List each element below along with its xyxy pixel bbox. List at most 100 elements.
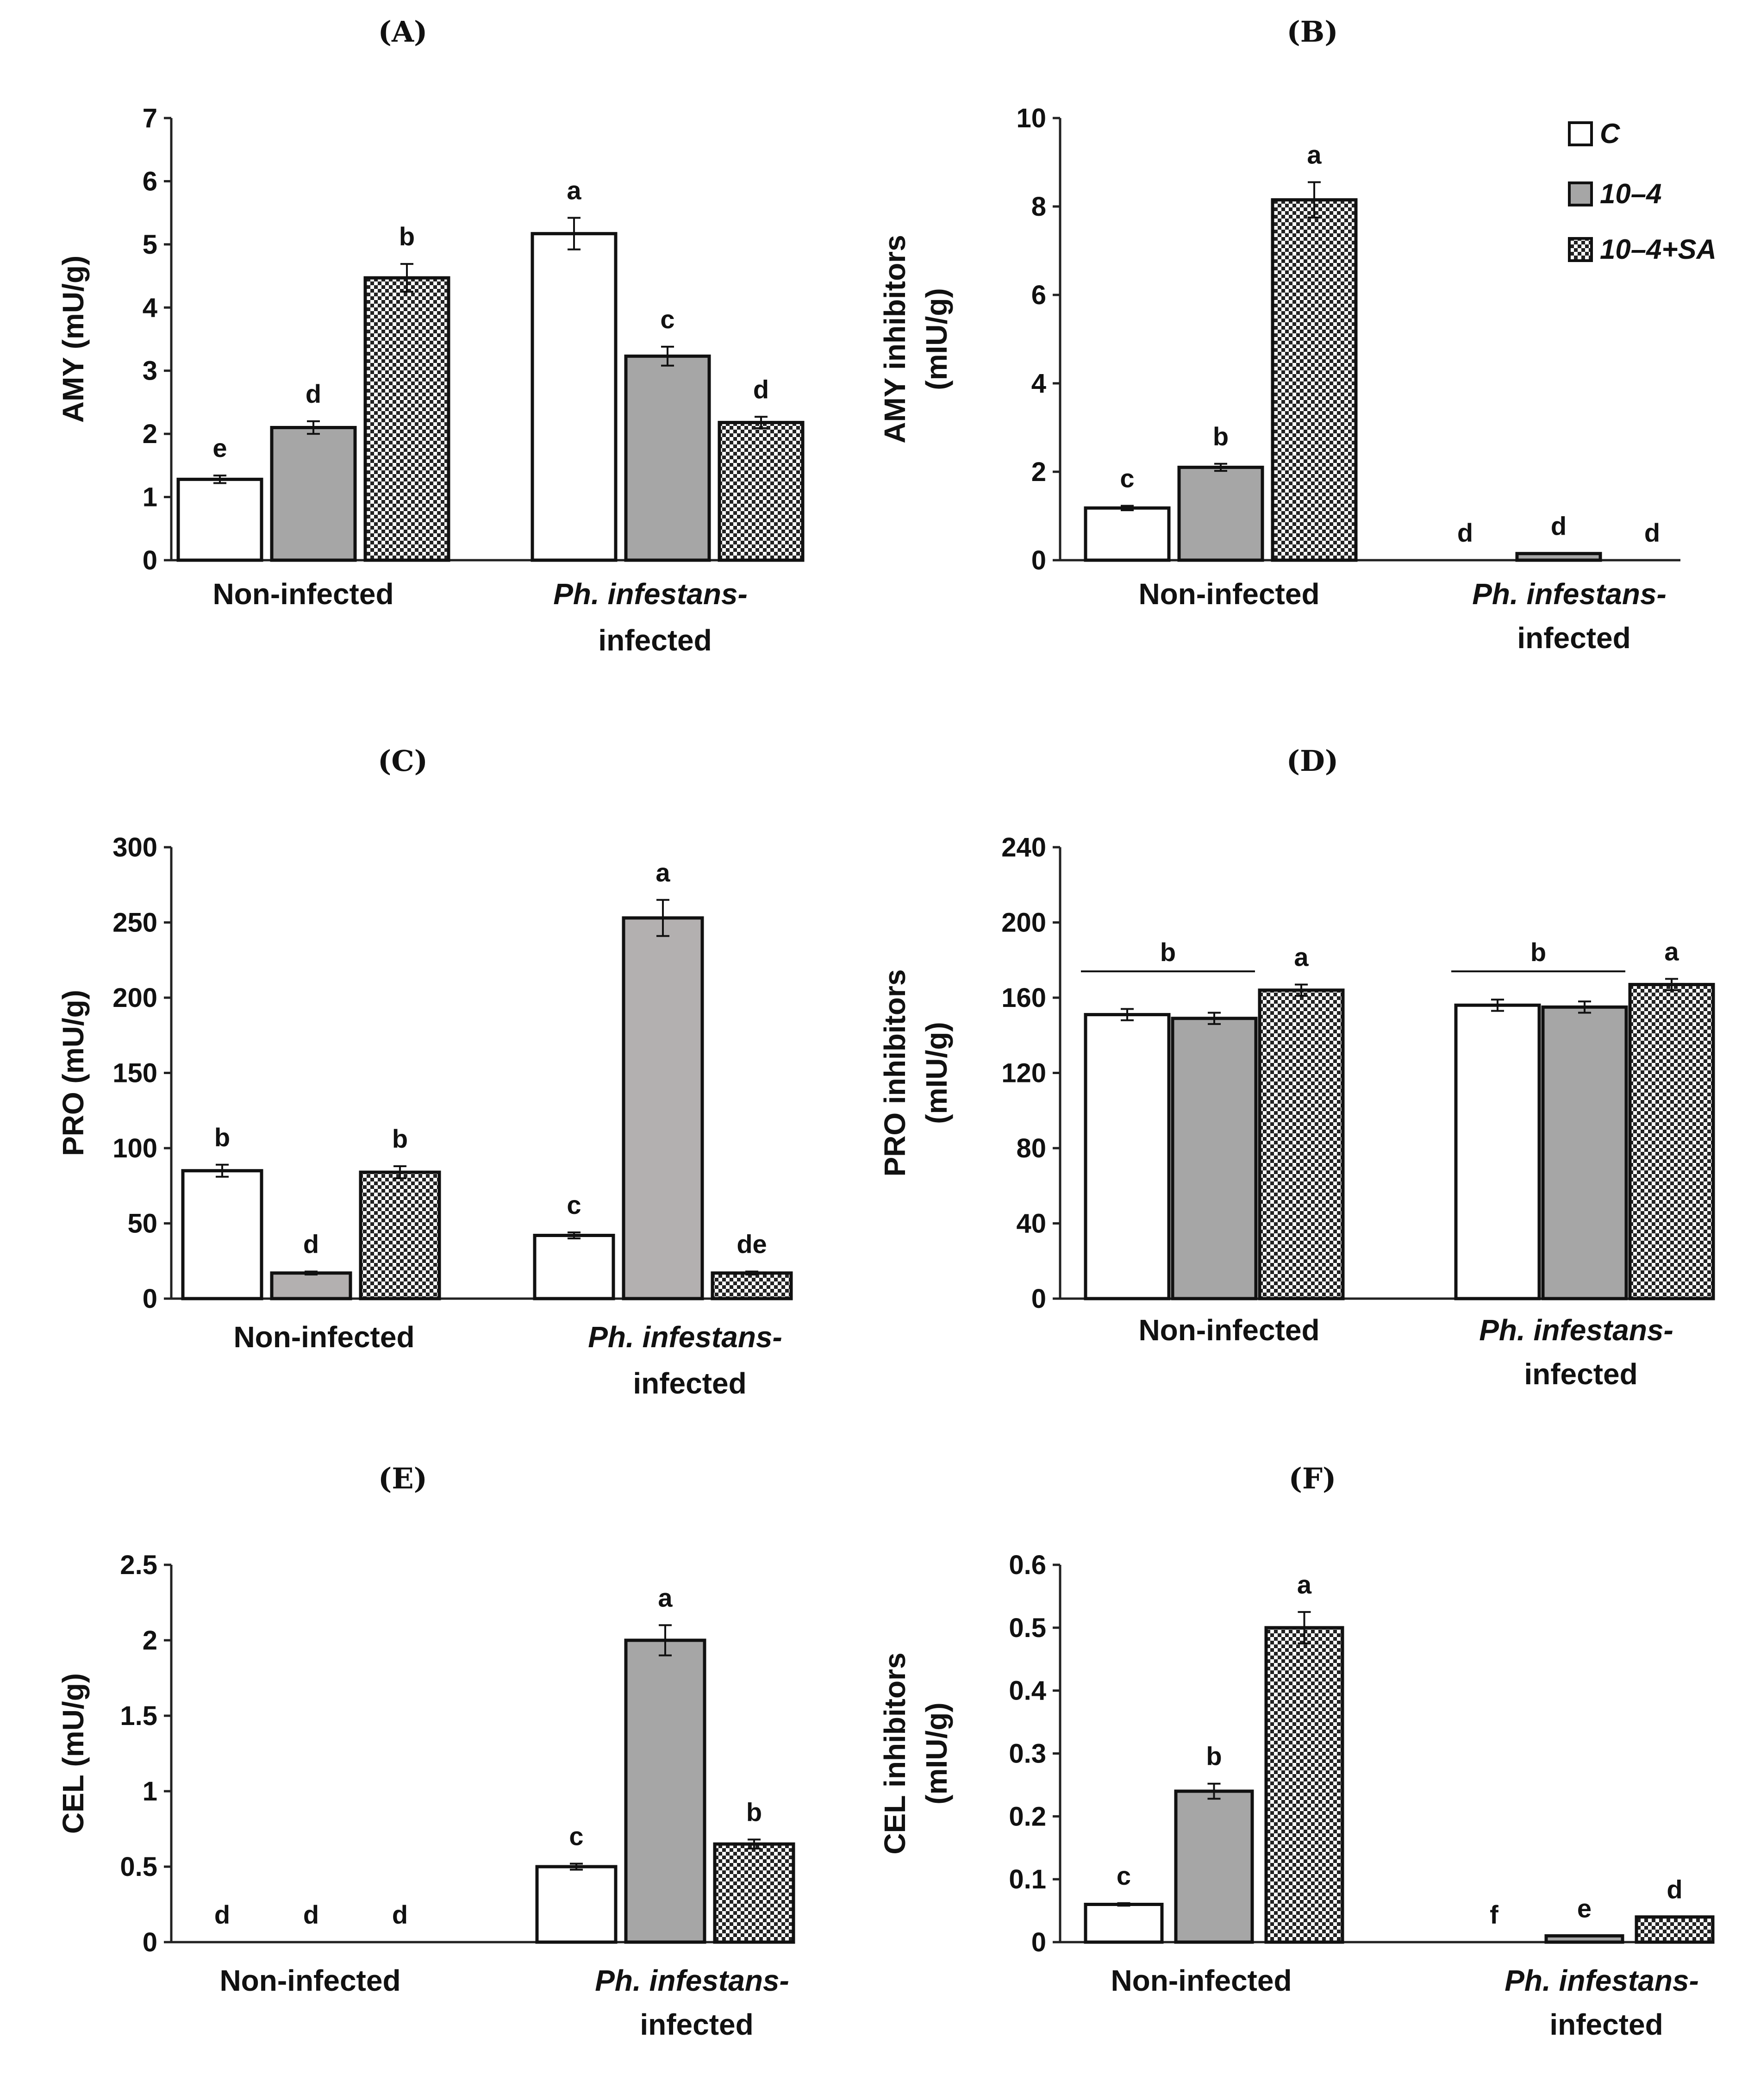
- significance-letter: a: [658, 1583, 673, 1612]
- y-tick-label: 2: [1031, 457, 1046, 487]
- x-group-label: Ph. infestans-: [1479, 1313, 1673, 1347]
- y-tick-label: 3: [143, 356, 157, 386]
- y-tick-label: 4: [1031, 369, 1046, 399]
- panel-label: (F): [1289, 1462, 1336, 1495]
- y-tick-label: 100: [112, 1133, 157, 1163]
- significance-letter: b: [214, 1123, 230, 1152]
- x-group-label: Non-infected: [219, 1964, 400, 1997]
- y-axis-title: CEL (mU/g): [56, 1673, 90, 1834]
- y-tick-label: 40: [1016, 1209, 1046, 1239]
- y-tick-label: 4: [143, 293, 157, 323]
- significance-letter: a: [656, 858, 670, 887]
- significance-letter: de: [737, 1230, 767, 1259]
- x-group-label: Non-infected: [212, 577, 393, 611]
- significance-letter: a: [567, 176, 581, 205]
- y-tick-label: 0.5: [1009, 1613, 1046, 1643]
- significance-letter: c: [569, 1821, 583, 1850]
- legend-swatch: [1568, 121, 1593, 146]
- y-tick-label: 0.2: [1009, 1801, 1046, 1831]
- bar: [624, 1638, 706, 1944]
- bar: [624, 354, 711, 562]
- bar: [1541, 1005, 1628, 1300]
- bar: [270, 1271, 352, 1300]
- significance-letter: d: [303, 1230, 319, 1259]
- y-tick-label: 240: [1001, 832, 1046, 862]
- significance-letter: d: [753, 375, 769, 404]
- bar: [1174, 1789, 1254, 1944]
- chart-panel-3: (C) 0 50 100 150 200 250 300 PRO (mU/g) b d b Non-in…: [56, 744, 793, 1400]
- x-group-label-cont: infected: [633, 1367, 746, 1400]
- y-axis-title: AMY (mU/g): [56, 256, 90, 423]
- significance-letter: d: [1551, 512, 1567, 541]
- bar: [1084, 506, 1171, 562]
- x-group-label-cont: infected: [598, 624, 712, 657]
- legend-label: C: [1600, 118, 1621, 149]
- bar: [1515, 552, 1602, 562]
- panel-label: (A): [378, 15, 428, 49]
- legend-swatch: [1568, 181, 1593, 206]
- significance-letter: c: [567, 1190, 581, 1219]
- bar: [1084, 1013, 1171, 1300]
- significance-letter: b: [746, 1797, 762, 1826]
- y-tick-label: 150: [112, 1058, 157, 1088]
- y-tick-label: 6: [1031, 280, 1046, 310]
- panel-label: (E): [378, 1462, 427, 1495]
- bar: [1635, 1915, 1715, 1944]
- x-group-label-cont: infected: [1549, 2008, 1663, 2041]
- y-axis-title: AMY inhibitors (mIU/g): [878, 235, 953, 443]
- bar: [1084, 1903, 1164, 1944]
- significance-letter: d: [1644, 518, 1660, 547]
- y-tick-label: 0: [1031, 545, 1046, 575]
- bar: [533, 1234, 615, 1300]
- y-tick-label: 1: [143, 482, 157, 512]
- bar: [1628, 983, 1715, 1300]
- y-tick-label: 2.5: [120, 1550, 157, 1580]
- x-group-label: Ph. infestans-: [553, 577, 748, 611]
- significance-letter: d: [1457, 518, 1473, 547]
- significance-letter: d: [306, 379, 321, 408]
- y-tick-label: 2: [143, 1625, 157, 1656]
- y-tick-label: 300: [112, 832, 157, 862]
- y-tick-label: 6: [143, 166, 157, 196]
- y-tick-label: 0: [1031, 1284, 1046, 1314]
- panel-label: (D): [1286, 744, 1338, 778]
- significance-letter: a: [1297, 1570, 1312, 1599]
- significance-letter: d: [303, 1900, 319, 1929]
- y-tick-label: 250: [112, 908, 157, 938]
- y-tick-label: 50: [127, 1209, 157, 1239]
- bar: [713, 1842, 795, 1944]
- significance-letter: e: [212, 433, 227, 462]
- bar: [1177, 465, 1264, 562]
- y-tick-label: 0: [143, 1284, 157, 1314]
- chart-panel-6: (F) 0 0.1 0.2 0.3 0.4 0.5 0.6 CEL inhibitors (mIU…: [878, 1462, 1715, 2041]
- y-tick-label: 0.3: [1009, 1739, 1046, 1769]
- bar: [718, 421, 805, 562]
- y-tick-label: 160: [1001, 983, 1046, 1013]
- y-tick-label: 5: [143, 230, 157, 260]
- x-group-label: Non-infected: [1138, 1313, 1319, 1347]
- y-axis-title: PRO (mU/g): [56, 990, 90, 1156]
- bar: [1258, 988, 1345, 1300]
- chart-panel-5: (E) 0 0.5 1 1.5 2 2.5 CEL (mU/g) d d d Non-infected…: [56, 1462, 795, 2041]
- y-axis-title: PRO inhibitors (mIU/g): [878, 969, 953, 1177]
- x-group-label: Non-infected: [1138, 577, 1319, 611]
- bar: [531, 232, 618, 562]
- y-tick-label: 7: [143, 103, 157, 133]
- y-tick-label: 0.5: [120, 1852, 157, 1882]
- bar: [181, 1169, 263, 1300]
- significance-letter: a: [1664, 937, 1679, 966]
- y-tick-label: 200: [1001, 908, 1046, 938]
- x-group-label-cont: infected: [1517, 621, 1630, 655]
- bar: [1171, 1017, 1258, 1300]
- x-group-label: Ph. infestans-: [1505, 1964, 1699, 1997]
- chart-panel-2: (B) 0 2 4 6 8 10 AMY inhibitors (mIU/g) c b a Non-in…: [878, 15, 1680, 655]
- significance-letter: d: [1667, 1875, 1682, 1904]
- bar: [1271, 198, 1358, 562]
- y-axis-title: CEL inhibitors (mIU/g): [878, 1652, 953, 1854]
- legend-label: 10–4+SA: [1600, 234, 1717, 265]
- y-tick-label: 0.1: [1009, 1864, 1046, 1894]
- bar: [359, 1170, 441, 1300]
- panel-label: (C): [378, 744, 428, 778]
- y-tick-label: 120: [1001, 1058, 1046, 1088]
